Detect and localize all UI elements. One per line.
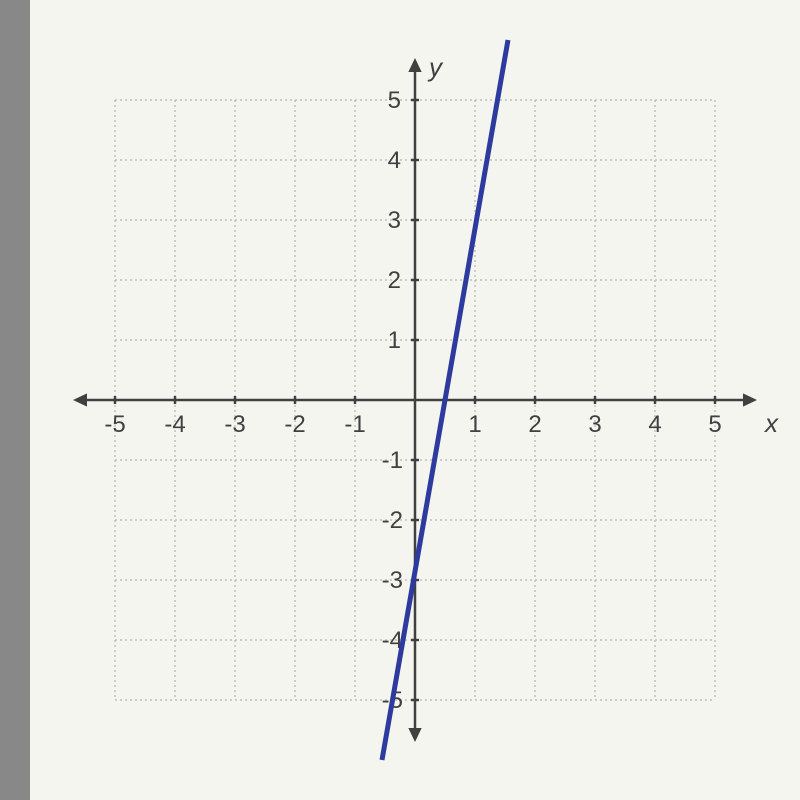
x-tick-label: -3 xyxy=(224,411,245,438)
chart-container: 12345-5-4-3-2-112345-1-2-3-4-5xy xyxy=(40,10,790,790)
y-axis-label: y xyxy=(427,52,444,82)
x-axis-label: x xyxy=(763,408,779,438)
x-tick-label: -2 xyxy=(284,411,305,438)
x-tick-label: 2 xyxy=(528,411,541,438)
x-tick-label: -5 xyxy=(104,411,125,438)
x-tick-label: 1 xyxy=(468,411,481,438)
x-tick-label: -1 xyxy=(344,411,365,438)
left-sidebar xyxy=(0,0,30,800)
y-tick-label: 1 xyxy=(388,327,401,354)
y-tick-label: -3 xyxy=(382,567,403,594)
x-tick-label: -4 xyxy=(164,411,185,438)
y-tick-label: 5 xyxy=(388,87,401,114)
y-tick-label: -2 xyxy=(382,507,403,534)
x-tick-label: 4 xyxy=(648,411,661,438)
x-tick-label: 3 xyxy=(588,411,601,438)
x-tick-label: 5 xyxy=(708,411,721,438)
y-tick-label: 2 xyxy=(388,267,401,294)
y-tick-label: -1 xyxy=(382,447,403,474)
coordinate-graph: 12345-5-4-3-2-112345-1-2-3-4-5xy xyxy=(40,10,790,790)
y-tick-label: 4 xyxy=(388,147,401,174)
y-tick-label: 3 xyxy=(388,207,401,234)
